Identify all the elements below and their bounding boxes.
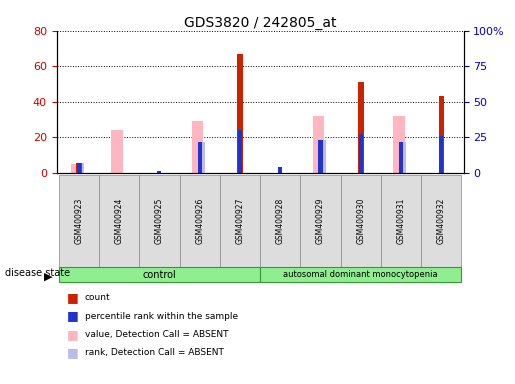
Bar bbox=[111, 130, 123, 173]
Text: ■: ■ bbox=[67, 346, 79, 359]
Text: value, Detection Call = ABSENT: value, Detection Call = ABSENT bbox=[85, 330, 229, 339]
Bar bbox=[238, 130, 242, 173]
Bar bbox=[71, 164, 82, 173]
Text: ■: ■ bbox=[67, 328, 79, 341]
Bar bbox=[80, 163, 84, 173]
Bar bbox=[192, 121, 203, 173]
Bar bbox=[318, 140, 322, 173]
Bar bbox=[76, 163, 81, 173]
Text: count: count bbox=[85, 293, 111, 302]
Bar bbox=[359, 134, 363, 173]
Text: GSM400925: GSM400925 bbox=[155, 198, 164, 244]
Text: control: control bbox=[143, 270, 176, 280]
Bar bbox=[158, 170, 161, 173]
Bar bbox=[393, 116, 405, 173]
Bar bbox=[402, 142, 406, 173]
Bar bbox=[201, 142, 205, 173]
Text: GSM400927: GSM400927 bbox=[235, 198, 245, 244]
Bar bbox=[278, 167, 282, 173]
Bar bbox=[313, 116, 324, 173]
Bar bbox=[237, 54, 243, 173]
Text: ■: ■ bbox=[67, 310, 79, 323]
Text: GSM400931: GSM400931 bbox=[397, 198, 406, 244]
Bar bbox=[198, 142, 202, 173]
Text: GSM400930: GSM400930 bbox=[356, 197, 365, 244]
Text: percentile rank within the sample: percentile rank within the sample bbox=[85, 311, 238, 321]
Bar bbox=[439, 96, 444, 173]
Text: GSM400924: GSM400924 bbox=[114, 198, 124, 244]
Text: GSM400932: GSM400932 bbox=[437, 198, 446, 244]
Text: GSM400923: GSM400923 bbox=[74, 198, 83, 244]
Bar bbox=[322, 140, 325, 173]
Text: disease state: disease state bbox=[5, 268, 70, 278]
Bar bbox=[399, 142, 403, 173]
Text: rank, Detection Call = ABSENT: rank, Detection Call = ABSENT bbox=[85, 348, 224, 358]
Text: ■: ■ bbox=[67, 291, 79, 304]
Text: autosomal dominant monocytopenia: autosomal dominant monocytopenia bbox=[283, 270, 438, 279]
Bar bbox=[439, 136, 443, 173]
Bar bbox=[77, 163, 81, 173]
Text: GSM400928: GSM400928 bbox=[276, 198, 285, 244]
Title: GDS3820 / 242805_at: GDS3820 / 242805_at bbox=[184, 16, 336, 30]
Text: GSM400926: GSM400926 bbox=[195, 198, 204, 244]
Bar bbox=[358, 82, 364, 173]
Text: GSM400929: GSM400929 bbox=[316, 198, 325, 244]
Text: ▶: ▶ bbox=[44, 271, 53, 281]
